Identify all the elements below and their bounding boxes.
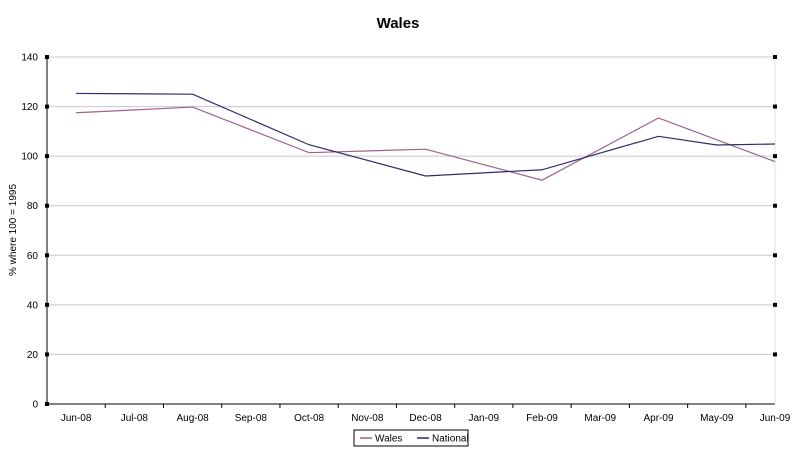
gridlines bbox=[47, 56, 775, 355]
axes bbox=[46, 57, 776, 405]
right-tick-marker bbox=[773, 352, 777, 357]
y-axis-label: % where 100 = 1995 bbox=[8, 184, 19, 276]
right-tick-marker bbox=[773, 302, 777, 307]
y-tick-marker bbox=[45, 402, 49, 406]
y-tick-label: 100 bbox=[21, 152, 38, 163]
series-line-national bbox=[76, 92, 776, 177]
x-tick-label: Jun-09 bbox=[760, 413, 791, 424]
right-tick-marker bbox=[773, 253, 777, 258]
y-tick-label: 0 bbox=[32, 400, 38, 411]
y-tick-label: 40 bbox=[27, 300, 39, 311]
series-line-wales bbox=[76, 106, 776, 181]
x-tick-label: Jun-08 bbox=[61, 413, 92, 424]
y-tick-marker bbox=[45, 253, 49, 258]
x-tick-label: Jan-09 bbox=[469, 413, 500, 424]
right-tick-marker bbox=[773, 104, 777, 109]
right-tick-marker bbox=[773, 154, 777, 159]
y-tick-marker bbox=[45, 55, 49, 59]
y-tick-marker bbox=[45, 104, 49, 109]
x-tick-label: Nov-08 bbox=[351, 413, 384, 424]
y-tick-marker bbox=[45, 154, 49, 159]
x-tick-label: Feb-09 bbox=[526, 413, 558, 424]
legend-entry: Wales bbox=[375, 434, 402, 445]
x-tick-label: Apr-09 bbox=[644, 413, 674, 424]
x-tick-label: Aug-08 bbox=[176, 413, 209, 424]
x-tick-label: May-09 bbox=[700, 413, 734, 424]
y-tick-marker bbox=[45, 352, 49, 357]
tick-labels: 0 20 40 60 80 100 120 140 Jun-08 Jul-08 Aug-08 Sep-… bbox=[21, 53, 790, 425]
x-tick-label: Oct-08 bbox=[294, 413, 324, 424]
x-tick-label: Jul-08 bbox=[121, 413, 149, 424]
y-tick-marker bbox=[45, 302, 49, 307]
x-tick-label: Dec-08 bbox=[409, 413, 442, 424]
x-tick-label: Sep-08 bbox=[235, 413, 268, 424]
right-tick-marker bbox=[773, 203, 777, 208]
legend-entry: National bbox=[432, 434, 469, 445]
y-tick-marker bbox=[45, 203, 49, 208]
y-tick-label: 80 bbox=[27, 201, 39, 212]
y-tick-label: 20 bbox=[27, 350, 39, 361]
x-tick-label: Mar-09 bbox=[584, 413, 616, 424]
series-lines bbox=[76, 92, 776, 181]
y-tick-label: 60 bbox=[27, 251, 39, 262]
y-tick-label: 140 bbox=[21, 53, 38, 64]
chart-title: Wales bbox=[377, 15, 420, 32]
legend: Wales National bbox=[353, 429, 469, 447]
legend-box bbox=[353, 429, 469, 447]
right-tick-marker bbox=[773, 55, 777, 59]
y-tick-label: 120 bbox=[21, 102, 38, 113]
